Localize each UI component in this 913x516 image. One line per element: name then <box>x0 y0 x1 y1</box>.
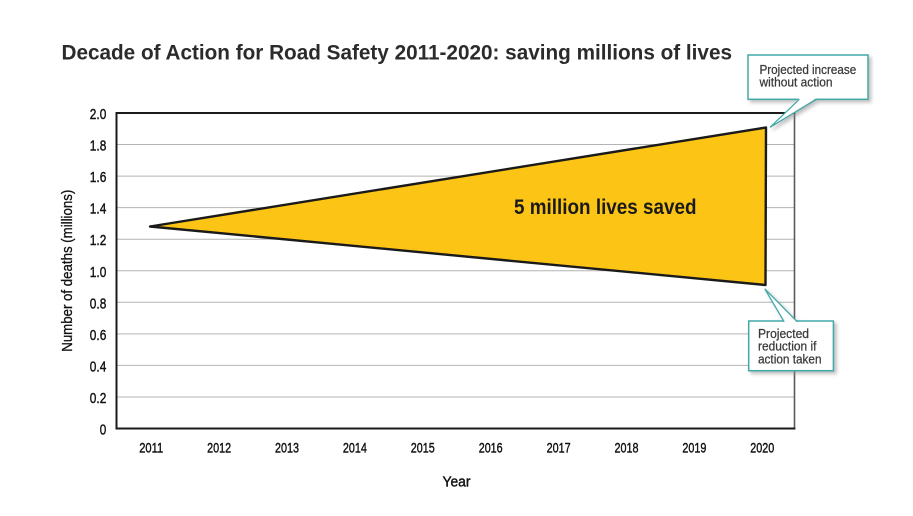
svg-text:Projected: Projected <box>758 326 809 341</box>
svg-text:0.2: 0.2 <box>90 391 107 407</box>
svg-text:0.8: 0.8 <box>90 296 107 312</box>
svg-text:Year: Year <box>443 475 471 491</box>
svg-text:2017: 2017 <box>547 440 571 456</box>
svg-text:1.6: 1.6 <box>90 170 107 186</box>
svg-text:1.2: 1.2 <box>90 233 107 249</box>
svg-text:without action: without action <box>759 75 833 90</box>
svg-text:Projected increase: Projected increase <box>760 62 857 77</box>
svg-text:action taken: action taken <box>758 351 822 366</box>
svg-text:2018: 2018 <box>615 440 639 456</box>
svg-text:5 million lives saved: 5 million lives saved <box>514 196 697 219</box>
svg-text:Number of deaths (millions): Number of deaths (millions) <box>60 190 76 352</box>
svg-text:0: 0 <box>100 423 107 439</box>
svg-text:2.0: 2.0 <box>90 107 107 123</box>
svg-text:2016: 2016 <box>479 440 503 456</box>
svg-text:2013: 2013 <box>275 440 299 456</box>
svg-text:0.4: 0.4 <box>90 359 107 375</box>
svg-text:1.8: 1.8 <box>90 139 107 155</box>
svg-text:1.0: 1.0 <box>90 265 107 281</box>
svg-text:Decade of Action for Road Safe: Decade of Action for Road Safety 2011-20… <box>62 41 733 64</box>
svg-text:2015: 2015 <box>411 440 435 456</box>
svg-text:reduction if: reduction if <box>758 339 817 354</box>
svg-text:2020: 2020 <box>750 440 774 456</box>
svg-text:2011: 2011 <box>139 440 163 456</box>
svg-text:2019: 2019 <box>682 440 706 456</box>
svg-text:2012: 2012 <box>207 440 231 456</box>
svg-text:0.6: 0.6 <box>90 328 107 344</box>
svg-text:1.4: 1.4 <box>90 202 107 218</box>
svg-text:2014: 2014 <box>343 440 367 456</box>
